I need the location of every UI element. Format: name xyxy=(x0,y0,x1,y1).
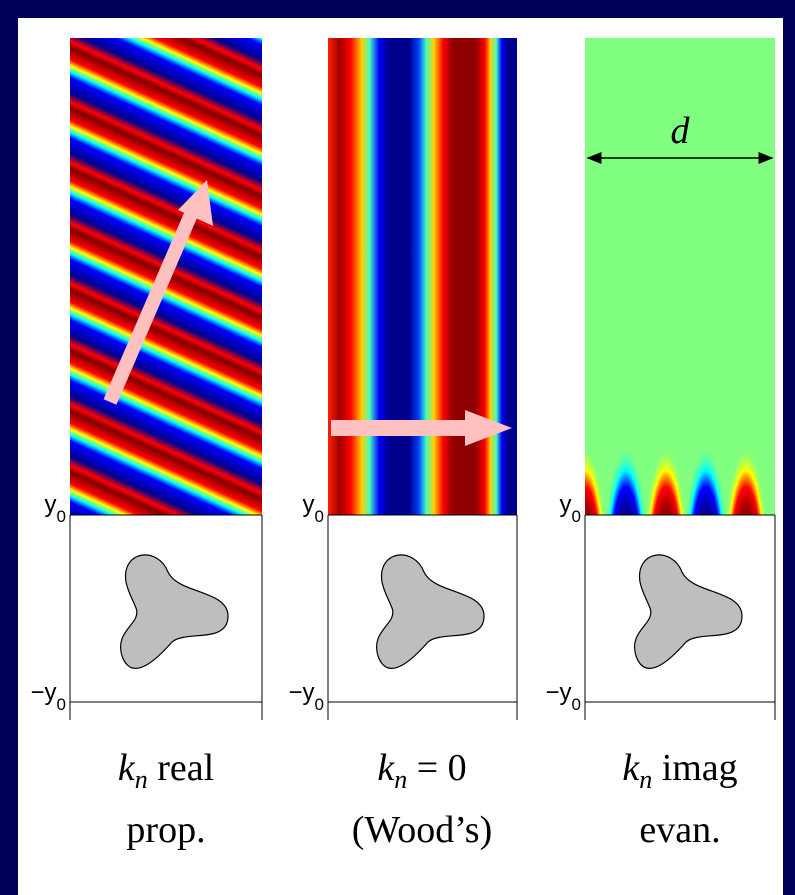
minus-y0-sub: 0 xyxy=(57,695,66,714)
caption-k: k xyxy=(118,747,136,789)
y0-base: y xyxy=(45,491,57,518)
caption-n: n xyxy=(394,765,407,794)
caption: kn real xyxy=(118,747,214,794)
minus-y0-base: −y xyxy=(31,679,57,706)
caption-rest: imag xyxy=(652,747,737,789)
minus-y0-sub: 0 xyxy=(315,695,324,714)
minus-y0-base: −y xyxy=(546,679,572,706)
caption-n: n xyxy=(639,765,652,794)
field-evanescent xyxy=(561,38,775,585)
field-woods xyxy=(328,38,517,515)
caption-line2: prop. xyxy=(126,809,205,851)
minus-y0-base: −y xyxy=(289,679,315,706)
y0-base: y xyxy=(560,491,572,518)
period-label: d xyxy=(671,110,691,152)
figure: d y0−y0kn realprop.y0−y0kn = 0(Wood’s)y0… xyxy=(0,0,795,895)
y0-sub: 0 xyxy=(315,507,324,526)
caption-k: k xyxy=(377,747,395,789)
caption-n: n xyxy=(135,765,148,794)
y0-sub: 0 xyxy=(572,507,581,526)
caption-rest: real xyxy=(148,747,214,789)
y0-sub: 0 xyxy=(57,507,66,526)
caption-rest: = 0 xyxy=(407,747,466,789)
y0-base: y xyxy=(303,491,315,518)
caption-line2: (Wood’s) xyxy=(352,809,492,851)
caption-line2: evan. xyxy=(639,809,720,851)
caption-k: k xyxy=(622,747,640,789)
caption: kn = 0 xyxy=(377,747,466,794)
minus-y0-sub: 0 xyxy=(572,695,581,714)
page: d y0−y0kn realprop.y0−y0kn = 0(Wood’s)y0… xyxy=(0,0,795,895)
